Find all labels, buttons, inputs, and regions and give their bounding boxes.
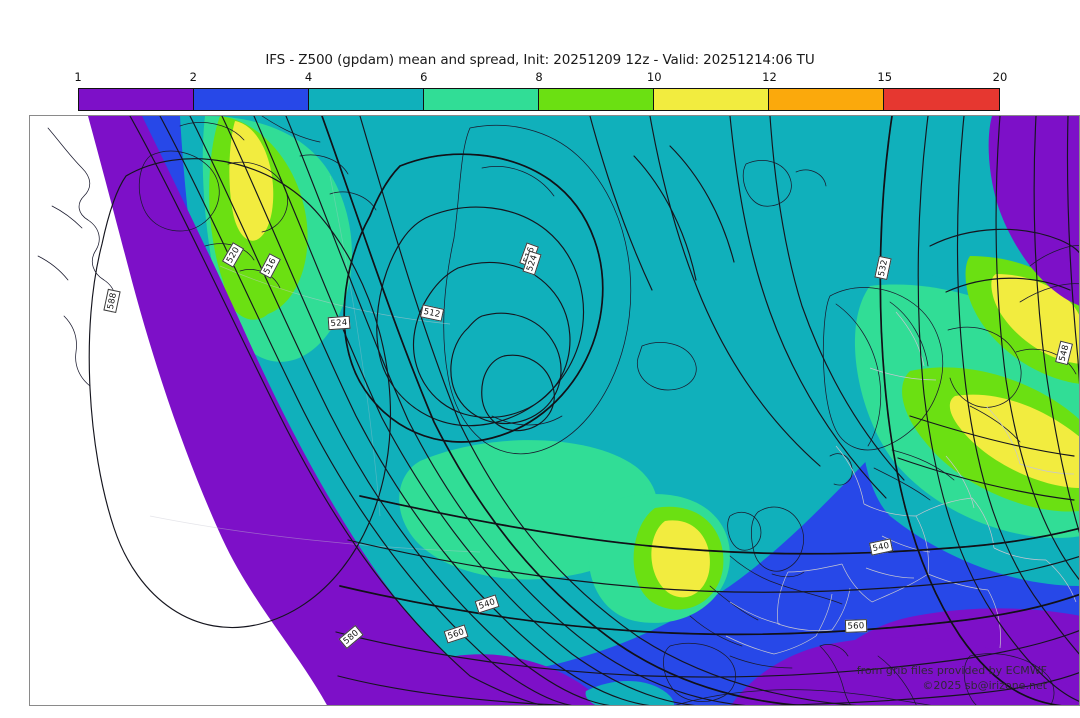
page-title: IFS - Z500 (gpdam) mean and spread, Init… [265, 52, 815, 68]
colorbar-segment-4-6 [309, 89, 424, 110]
contour-label: 560 [844, 619, 868, 633]
contour-label: 524 [327, 315, 351, 331]
colorbar-tick-4: 4 [304, 70, 313, 84]
colorbar-tick-8: 8 [535, 70, 543, 84]
colorbar-tick-20: 20 [992, 70, 1008, 84]
colorbar-segment-8-10 [539, 89, 654, 110]
colorbar-segment-15-20 [884, 89, 999, 110]
colorbar-tick-1: 1 [74, 70, 82, 84]
colorbar: 1 2 4 6 8 10 12 15 20 [74, 70, 1007, 111]
colorbar-gradient [78, 88, 1000, 111]
map-graphic [30, 116, 1079, 705]
colorbar-segment-6-8 [424, 89, 539, 110]
map-canvas[interactable]: 5885205165245125165245325485405405605605… [29, 115, 1080, 706]
colorbar-segment-10-12 [654, 89, 769, 110]
colorbar-ticks: 1 2 4 6 8 10 12 15 20 [74, 69, 1007, 85]
colorbar-segment-2-4 [194, 89, 309, 110]
colorbar-segment-1-2 [79, 89, 194, 110]
colorbar-tick-10: 10 [646, 70, 662, 84]
colorbar-tick-15: 15 [877, 70, 893, 84]
colorbar-tick-2: 2 [189, 70, 197, 84]
colorbar-segment-12-15 [769, 89, 884, 110]
colorbar-tick-12: 12 [762, 70, 777, 84]
colorbar-tick-6: 6 [420, 70, 428, 84]
